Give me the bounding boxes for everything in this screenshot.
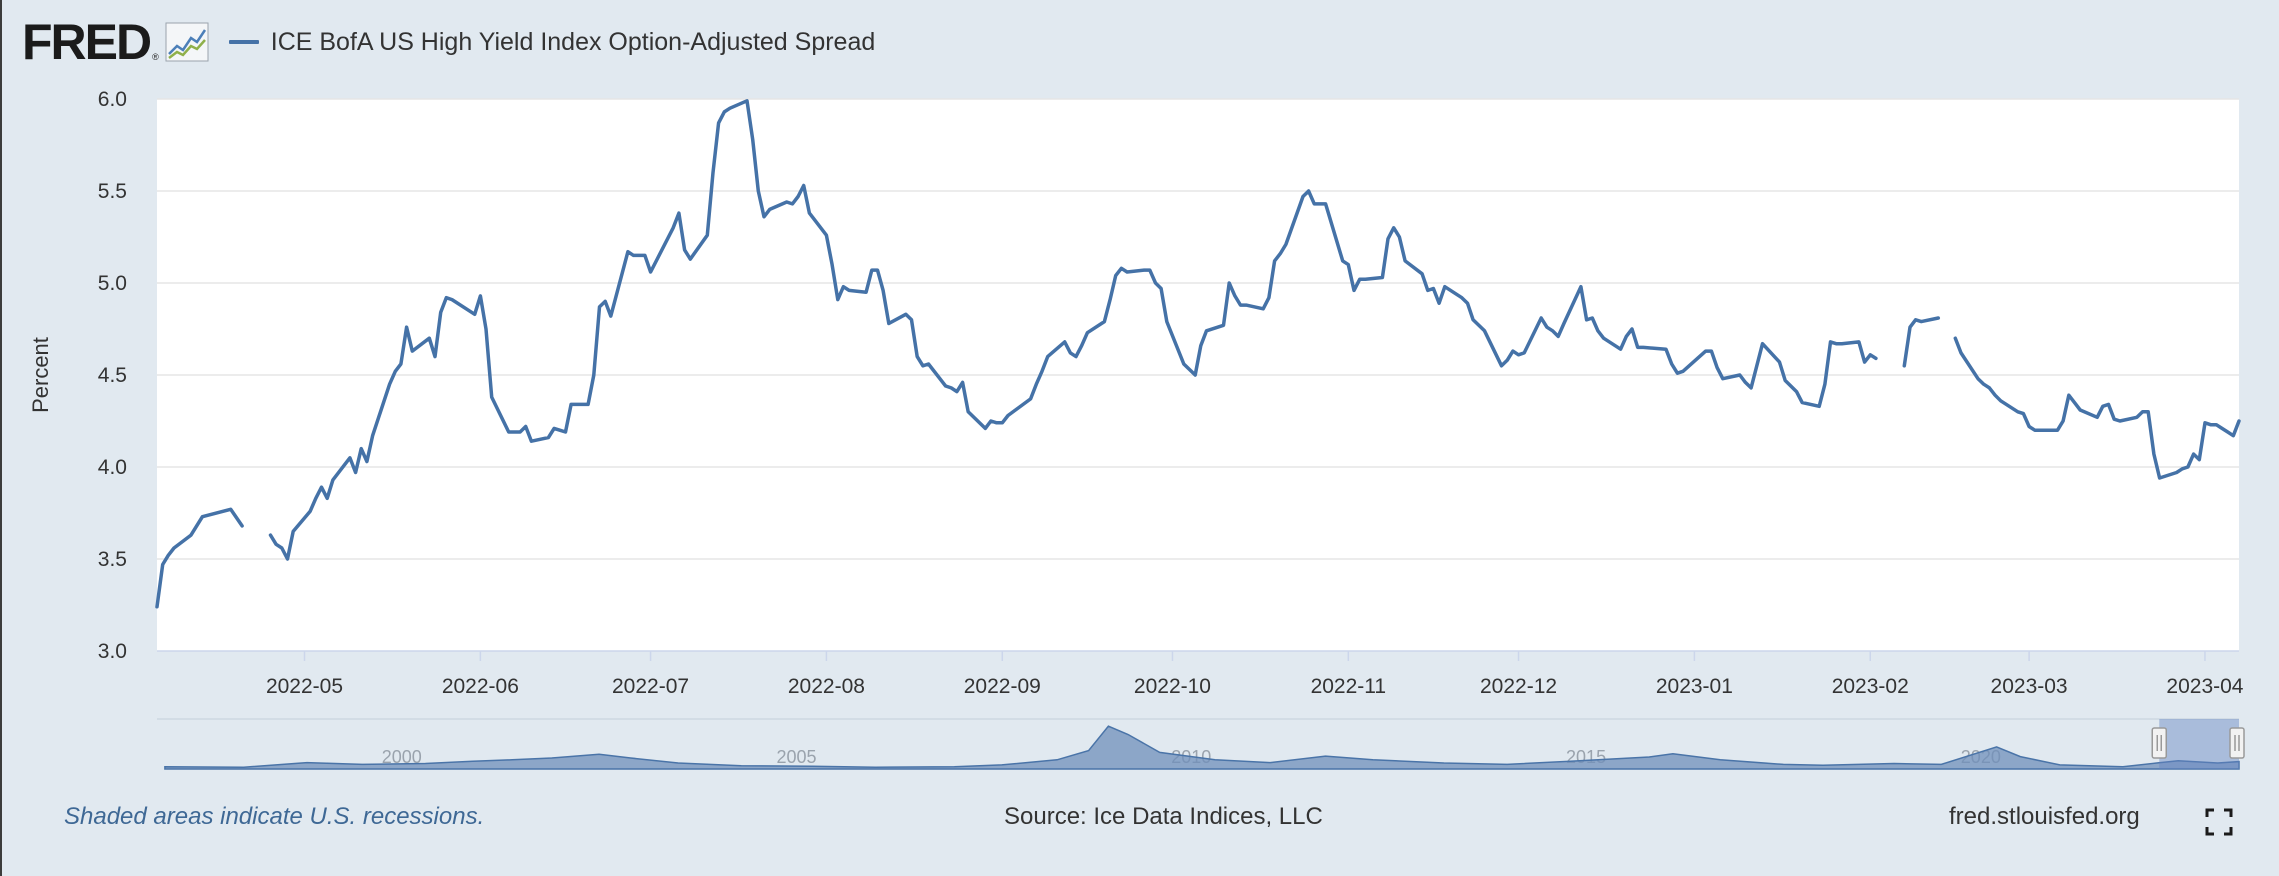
x-tick-label: 2022-08 <box>788 675 865 698</box>
gridlines <box>157 98 2239 560</box>
x-tick-label: 2022-12 <box>1480 675 1557 698</box>
x-tick-label: 2022-06 <box>442 675 519 698</box>
y-tick-label: 3.0 <box>98 640 127 663</box>
y-axis-label: Percent <box>28 337 53 413</box>
handle-grip[interactable] <box>2151 727 2168 759</box>
x-tick-label: 2022-05 <box>266 675 343 698</box>
site-link[interactable]: fred.stlouisfed.org <box>1949 803 2140 830</box>
recession-note: Shaded areas indicate U.S. recessions. <box>64 803 485 830</box>
legend[interactable]: ICE BofA US High Yield Index Option-Adju… <box>228 27 876 57</box>
left-border <box>0 0 2 876</box>
legend-series-label: ICE BofA US High Yield Index Option-Adju… <box>270 27 876 56</box>
navigator-year-label: 2005 <box>776 747 816 767</box>
series-line-segment[interactable] <box>1953 336 2241 480</box>
navigator-selected-range[interactable] <box>2159 719 2239 769</box>
source-credit: Source: Ice Data Indices, LLC <box>1004 803 1323 830</box>
y-tick-label: 4.5 <box>98 364 127 387</box>
chart-header: FRED ® ICE BofA US High Yield Index Opti… <box>22 14 875 70</box>
navigator-left-handle[interactable] <box>2151 727 2168 759</box>
y-tick-label: 3.5 <box>98 548 127 571</box>
y-tick-label: 6.0 <box>98 88 127 111</box>
x-tick-label: 2023-04 <box>2166 675 2243 698</box>
y-tick-label: 5.5 <box>98 180 127 203</box>
navigator-series-area <box>164 725 2240 770</box>
fred-logo[interactable]: FRED <box>22 14 152 70</box>
x-tick-label: 2022-07 <box>612 675 689 698</box>
x-tick-label: 2023-01 <box>1656 675 1733 698</box>
series-line-segment[interactable] <box>1902 316 1941 368</box>
y-tick-label: 5.0 <box>98 272 127 295</box>
series-line-segment[interactable] <box>268 99 1878 561</box>
x-tick-label: 2022-10 <box>1134 675 1211 698</box>
handle-grip[interactable] <box>2229 727 2245 759</box>
legend-line-swatch <box>228 40 259 44</box>
registered-mark: ® <box>152 52 159 62</box>
x-axis-ticks: 2022-05 2022-06 2022-07 2022-08 2022-09 2022-… <box>157 650 2244 698</box>
logo-graph-icon <box>165 22 209 62</box>
navigator-right-handle[interactable] <box>2229 727 2245 759</box>
series-line[interactable] <box>155 99 2241 609</box>
x-tick-label: 2022-11 <box>1311 675 1387 698</box>
navigator-year-label: 2000 <box>382 747 422 767</box>
y-tick-label: 4.0 <box>98 456 127 479</box>
x-tick-label: 2023-02 <box>1832 675 1909 698</box>
series-line-segment[interactable] <box>155 507 244 609</box>
y-axis-ticks: 3.0 3.5 4.0 4.5 5.0 5.5 6.0 <box>98 88 127 663</box>
navigator[interactable]: 20002005201020152020 <box>157 718 2245 770</box>
x-tick-label: 2023-03 <box>1991 675 2068 698</box>
x-tick-label: 2022-09 <box>964 675 1041 698</box>
expand-icon[interactable] <box>2205 808 2233 836</box>
